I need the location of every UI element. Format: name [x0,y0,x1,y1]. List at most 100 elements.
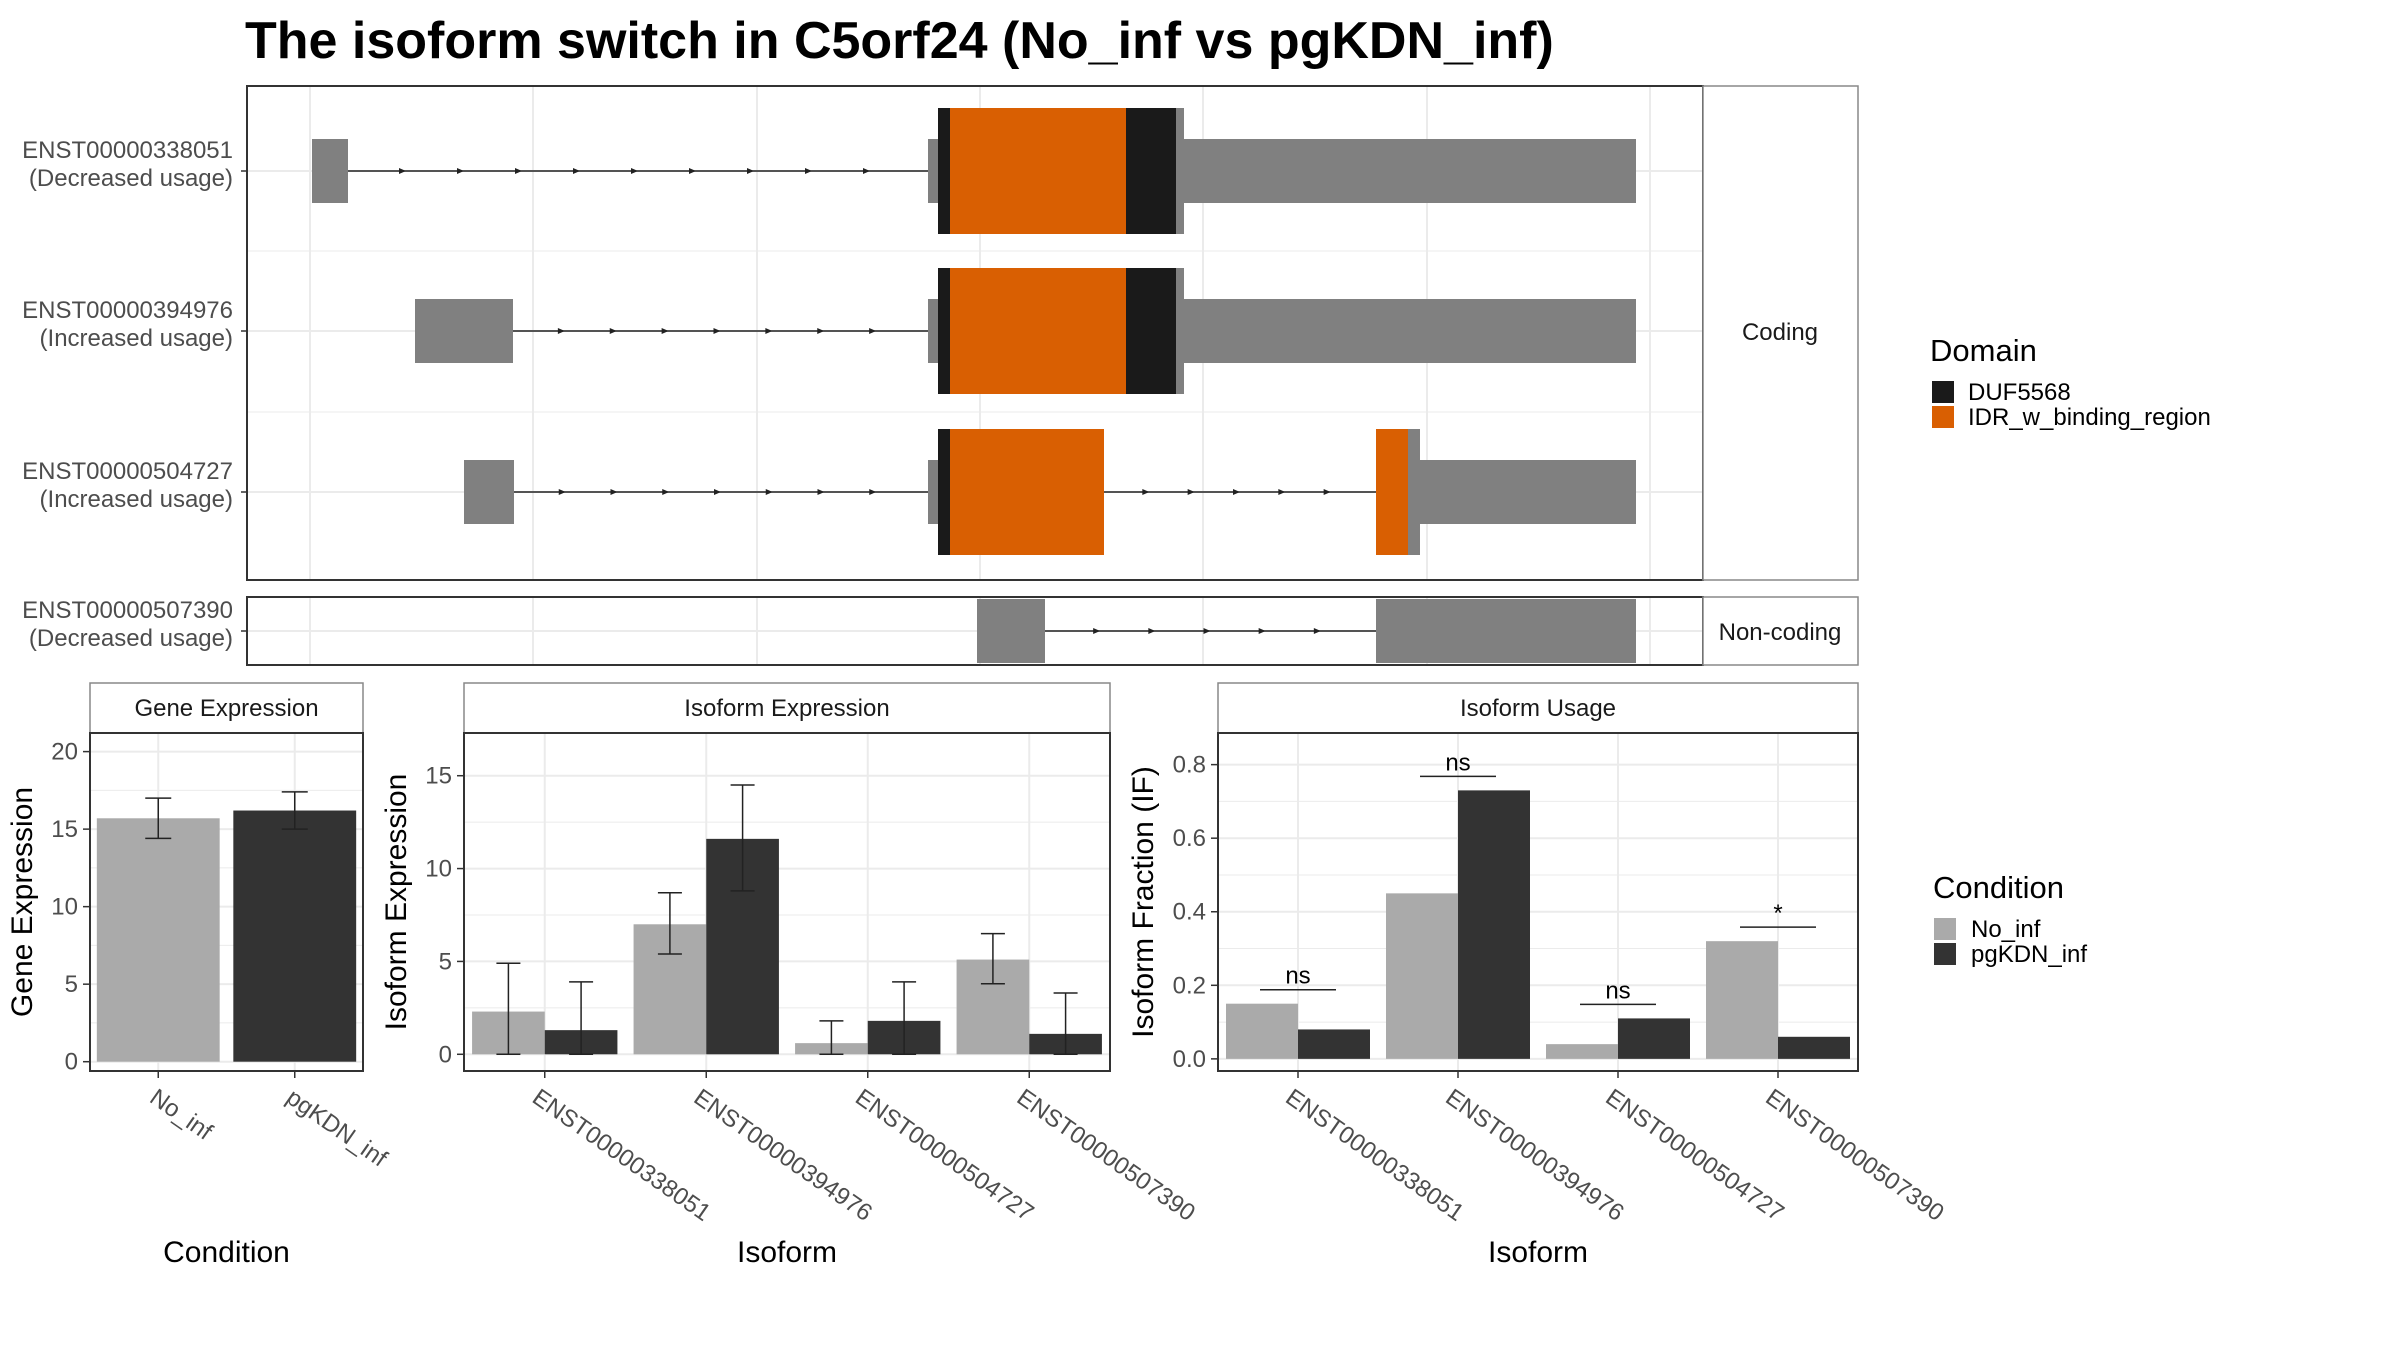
intron-arrow [805,168,812,174]
intron-arrow [399,168,406,174]
x-tick-label: ENST00000394976 [689,1084,877,1227]
isoform-structure-panel: CodingNon-codingENST00000338051(Decrease… [22,85,1859,666]
facet-strip-coding [1702,85,1859,581]
significance-label: ns [1605,977,1630,1004]
panel-strip-label: Isoform Expression [684,695,889,722]
utr-exon [415,299,513,363]
domain-legend-title: Domain [1930,333,2037,368]
facet-label-noncoding: Non-coding [1719,619,1842,646]
y-axis-title: Isoform Expression [380,774,413,1031]
figure-title: The isoform switch in C5orf24 (No_inf vs… [245,12,1554,70]
significance-label: ns [1285,963,1310,990]
intron-arrow [457,168,464,174]
domain-idr [950,429,1104,555]
y-tick-label: 0.8 [1173,752,1206,779]
intron-arrow [1093,628,1101,634]
intron-arrow [609,328,617,334]
intron-arrow [1313,628,1321,634]
intron-arrow [863,168,870,174]
facet-strip-noncoding [1702,596,1859,666]
bar-no_inf [1706,941,1778,1059]
isoform-id-label: ENST00000338051 [22,137,233,164]
utr-exon [928,299,938,363]
intron-arrow [1142,489,1150,495]
y-axis-title: Isoform Fraction (IF) [1127,766,1160,1038]
x-tick-label: ENST00000338051 [527,1084,715,1227]
isoform-id-label: ENST00000507390 [22,597,233,624]
utr-exon [928,139,938,203]
y-tick-label: 15 [425,763,452,790]
y-tick-label: 10 [51,894,78,921]
y-tick-label: 0 [65,1049,78,1076]
bar [96,818,220,1062]
intron-arrow [1258,628,1266,634]
bar-no_inf [1226,1003,1298,1059]
legend-label: pgKDN_inf [1971,941,2087,968]
panel-border [1217,732,1859,1072]
panel-border [89,732,364,1072]
intron-arrow [631,168,638,174]
bar [233,810,357,1062]
intron-arrow [1278,489,1286,495]
bar-pgkdn_inf [1618,1018,1690,1059]
isoform-usage-panel: Isoform Usage ns ns ns * 0.0 0.2 0.4 0.6 0.8 ENST0… [1127,682,1949,1269]
x-axis-title: Isoform [1488,1236,1588,1269]
intron-arrow [747,168,754,174]
intron-arrow [817,489,825,495]
x-axis-title: Condition [163,1236,290,1269]
intron-arrow [869,328,877,334]
legend-key-no_inf [1934,918,1956,940]
legend-key-duf5568 [1932,381,1954,403]
intron-arrow [1203,628,1211,634]
legend-key-idr_w_binding_region [1932,406,1954,428]
y-tick-label: 5 [65,971,78,998]
bar-no_inf [1386,893,1458,1059]
intron-arrow [558,489,566,495]
panel-strip [463,682,1111,734]
significance-label: ns [1445,749,1470,776]
bar-no_inf [1546,1044,1618,1059]
intron-arrow [869,489,877,495]
intron-arrow [765,328,773,334]
domain-idr [950,268,1126,394]
y-tick-label: 5 [439,948,452,975]
domain-duf5568 [1126,108,1176,234]
legend-label: IDR_w_binding_region [1968,404,2211,431]
isoform-id-label: ENST00000394976 [22,297,233,324]
y-tick-label: 0.0 [1173,1046,1206,1073]
x-tick-label: pgKDN_inf [281,1084,392,1173]
x-tick-label: No_inf [145,1084,218,1146]
domain-idr [1376,429,1408,555]
y-tick-label: 20 [51,739,78,766]
intron-arrow [610,489,618,495]
intron-arrow [1323,489,1331,495]
panel-strip-label: Isoform Usage [1460,695,1616,722]
panel-strip-label: Gene Expression [134,695,318,722]
domain-idr [950,108,1126,234]
domain-duf5568 [938,108,950,234]
isoform-expression-panel: Isoform Expression051015ENST00000338051E… [380,682,1200,1269]
utr-exon [928,460,938,524]
intron-arrow [573,168,580,174]
domain-duf5568 [1126,268,1176,394]
bar-pgkdn_inf [1458,790,1530,1059]
y-tick-label: 0.2 [1173,972,1206,999]
significance-label: * [1773,900,1782,927]
x-tick-label: ENST00000507390 [1761,1084,1949,1227]
gene-expression-panel: Gene Expression 0 5 10 15 20 No_inf pgKDN_inf Co… [6,682,392,1269]
x-axis-title: Isoform [737,1236,837,1269]
utr-exon [1176,299,1636,363]
intron-arrow [515,168,522,174]
y-tick-label: 10 [425,856,452,883]
bar-pgkdn_inf [1778,1036,1850,1059]
panel-border [463,732,1111,1072]
intron-arrow [714,489,721,495]
intron-arrow [557,328,565,334]
intron-arrow [1187,489,1195,495]
noncoding-exon [977,599,1045,663]
domain-duf5568 [938,268,950,394]
utr-exon [1176,139,1636,203]
